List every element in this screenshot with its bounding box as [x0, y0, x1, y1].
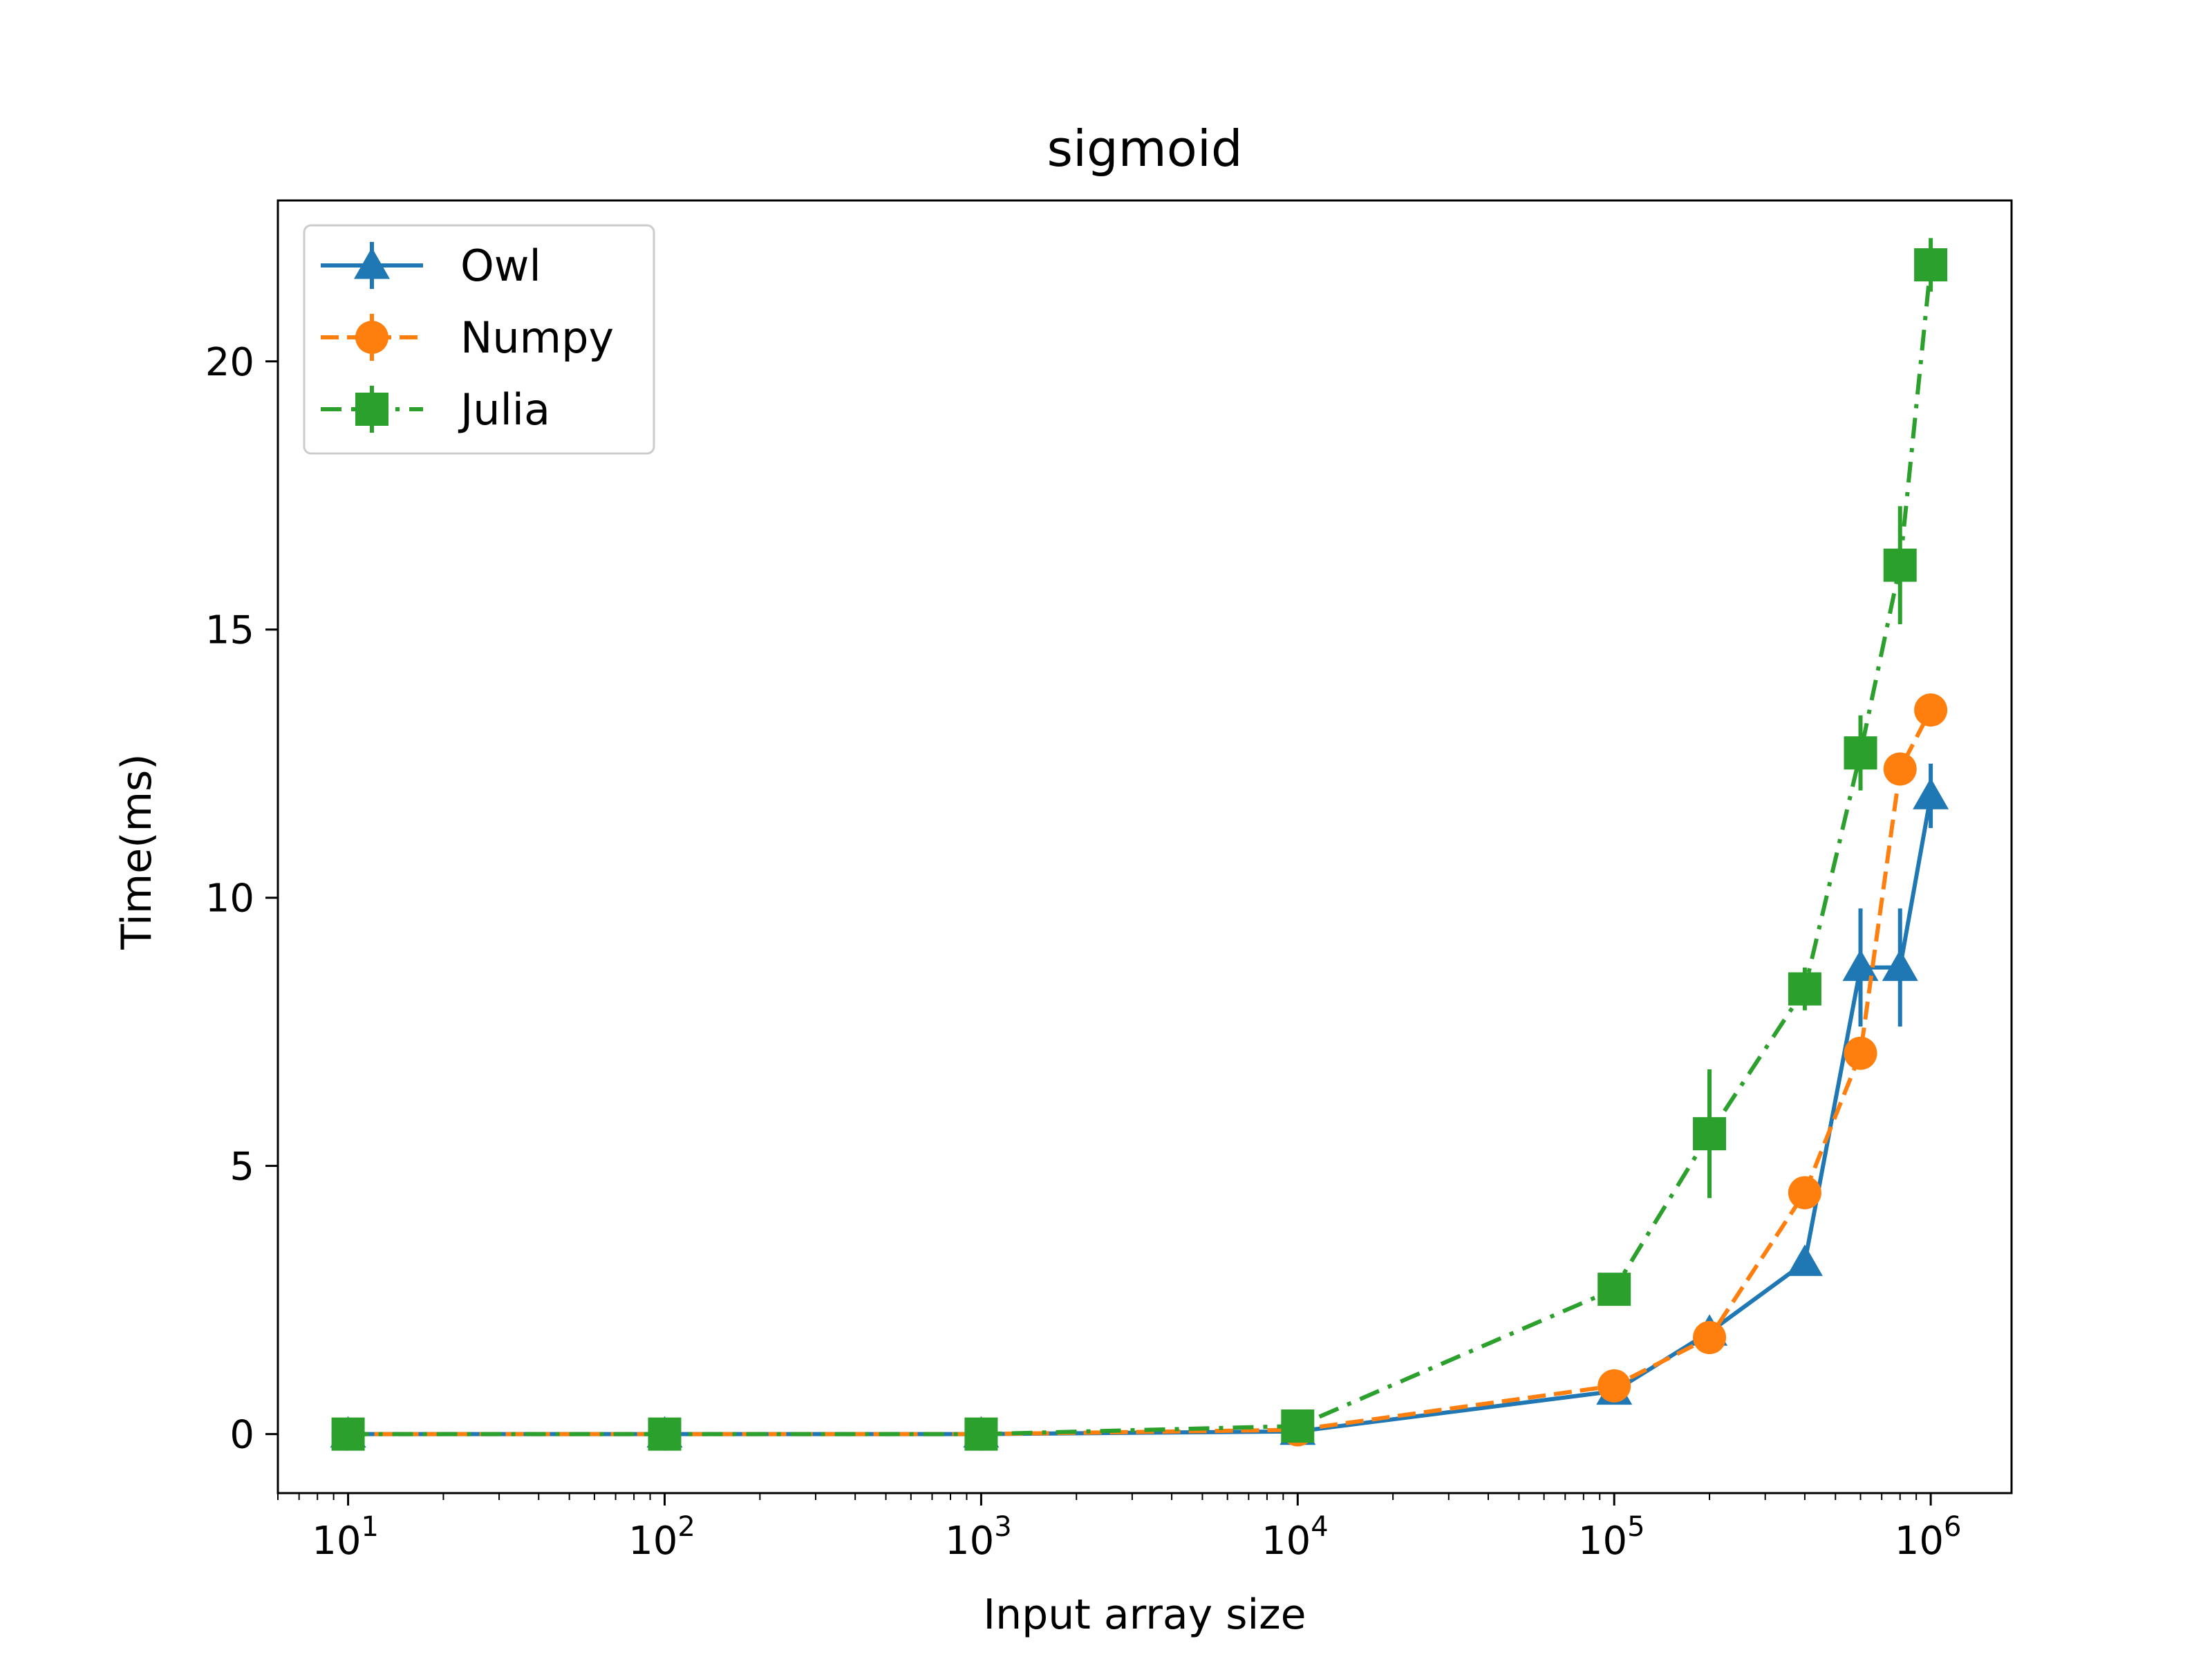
legend-marker-julia — [355, 393, 388, 426]
legend-entry-numpy: Numpy — [321, 312, 614, 363]
y-tick-label: 10 — [205, 877, 254, 921]
data-point-owl — [1913, 778, 1949, 809]
x-tick-label: 104 — [1262, 1511, 1329, 1564]
data-point-numpy — [1844, 1036, 1877, 1070]
chart-title: sigmoid — [1047, 120, 1242, 178]
y-tick-label: 15 — [205, 608, 254, 653]
data-point-numpy — [1883, 752, 1917, 786]
legend-entry-owl: Owl — [321, 241, 541, 291]
series-julia — [331, 238, 1948, 1451]
axes-frame — [276, 199, 2013, 1494]
data-point-julia — [648, 1417, 682, 1451]
legend-label-julia: Julia — [458, 384, 550, 435]
x-tick-label: 103 — [945, 1511, 1012, 1564]
x-tick-label: 102 — [628, 1511, 695, 1564]
axes: 101 102 103 104 105 106 0 5 10 15 20 — [205, 199, 2013, 1564]
data-point-julia — [1597, 1273, 1631, 1306]
legend: Owl Numpy Julia — [303, 224, 655, 455]
data-point-numpy — [1788, 1176, 1821, 1210]
y-tick-label: 20 — [205, 340, 254, 385]
series-line-julia — [348, 264, 1933, 1436]
data-point-numpy — [1693, 1320, 1727, 1354]
x-tick-label: 105 — [1578, 1511, 1645, 1564]
data-point-numpy — [1914, 693, 1948, 727]
y-axis-label: Time(ms) — [113, 753, 161, 950]
legend-label-numpy: Numpy — [460, 312, 614, 363]
data-point-julia — [964, 1417, 998, 1451]
data-point-julia — [1788, 972, 1821, 1006]
data-point-owl — [1882, 949, 1918, 982]
data-point-julia — [1914, 248, 1948, 282]
legend-marker-owl — [354, 247, 390, 279]
x-tick-label: 101 — [312, 1511, 379, 1564]
legend-box — [303, 224, 655, 455]
data-point-julia — [1844, 736, 1877, 770]
data-point-owl — [1842, 949, 1879, 982]
y-tick-label: 0 — [229, 1413, 254, 1458]
data-point-julia — [1883, 548, 1917, 582]
plot-area — [330, 238, 1949, 1451]
legend-entry-julia: Julia — [321, 384, 550, 435]
y-tick-label: 5 — [229, 1145, 254, 1190]
data-point-julia — [1281, 1409, 1315, 1443]
data-point-julia — [1693, 1117, 1727, 1151]
data-point-julia — [331, 1417, 365, 1451]
legend-label-owl: Owl — [460, 241, 541, 291]
legend-marker-numpy — [355, 321, 388, 354]
data-point-owl — [1786, 1244, 1823, 1276]
data-point-numpy — [1597, 1369, 1631, 1403]
x-tick-label: 106 — [1895, 1511, 1962, 1564]
x-axis-label: Input array size — [983, 1591, 1306, 1639]
